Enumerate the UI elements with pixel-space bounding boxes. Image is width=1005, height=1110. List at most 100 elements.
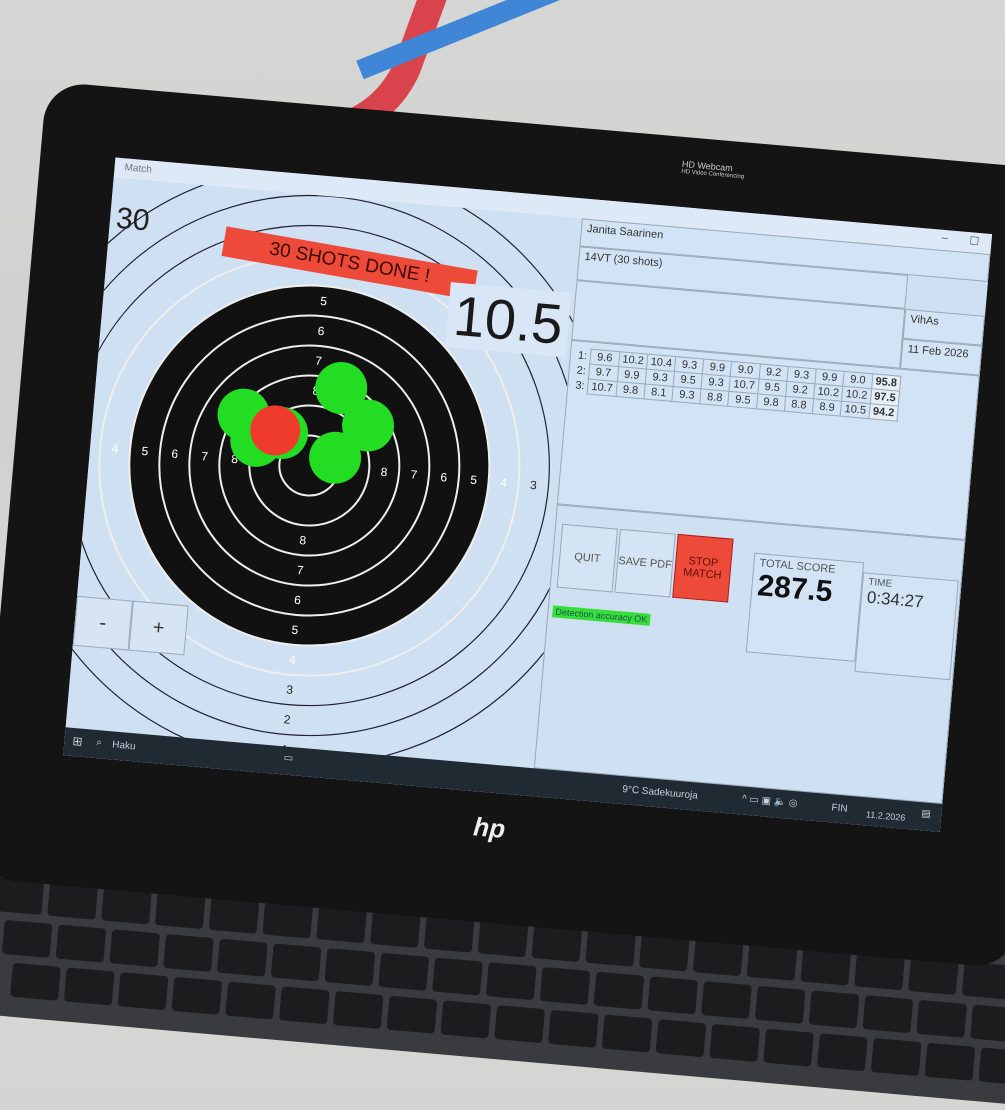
target-ring bbox=[188, 344, 431, 587]
webcam-label: HD Webcam HD Video Conferencing bbox=[681, 159, 745, 180]
ring-number: 7 bbox=[296, 563, 304, 578]
target-ring bbox=[128, 284, 491, 647]
keyboard-key bbox=[171, 976, 223, 1015]
shot-hole bbox=[315, 362, 368, 415]
keyboard-key bbox=[701, 981, 752, 1020]
keyboard-key bbox=[970, 1004, 1005, 1043]
total-score-box: TOTAL SCORE 287.5 bbox=[745, 552, 865, 662]
total-score-value: 287.5 bbox=[756, 569, 834, 609]
ring-number: 8 bbox=[231, 452, 239, 467]
keyboard-key bbox=[808, 990, 860, 1029]
keyboard-key bbox=[279, 986, 330, 1025]
target-view[interactable]: 1112223334445555666677778888 30 30 SHOTS… bbox=[63, 164, 610, 769]
shot-score: 10.5 bbox=[840, 401, 871, 419]
ring-number: 8 bbox=[380, 465, 388, 480]
time-box: TIME 0:34:27 bbox=[854, 572, 959, 681]
quit-button[interactable]: QUIT bbox=[556, 523, 619, 593]
keyboard-key bbox=[378, 952, 430, 991]
taskbar-search[interactable]: Haku bbox=[111, 739, 136, 753]
screen: Match – ☐ 1112223334445555666677778888 3… bbox=[63, 157, 993, 832]
keyboard-key bbox=[916, 999, 968, 1038]
ring-number: 5 bbox=[291, 623, 299, 638]
keyboard-key bbox=[763, 1028, 814, 1067]
ring-number: 2 bbox=[283, 712, 291, 727]
shot-score: 9.8 bbox=[615, 381, 646, 399]
keyboard-key bbox=[1, 919, 53, 958]
maximize-button[interactable]: ☐ bbox=[968, 235, 980, 249]
ring-number: 4 bbox=[288, 653, 296, 668]
last-shot-hole bbox=[250, 405, 301, 456]
zoom-out-button[interactable]: - bbox=[72, 595, 133, 651]
keyboard-key bbox=[593, 971, 645, 1010]
shot-score: 9.3 bbox=[672, 386, 702, 404]
save-pdf-button[interactable]: SAVE PDF bbox=[614, 528, 676, 598]
shot-score: 8.9 bbox=[812, 398, 842, 417]
keyboard-key bbox=[494, 1005, 545, 1044]
keyboard-key bbox=[862, 995, 914, 1034]
shot-score: 10.7 bbox=[587, 379, 617, 397]
shot-counter: 30 bbox=[114, 201, 151, 238]
ring-number: 6 bbox=[294, 593, 302, 608]
keyboard-key bbox=[870, 1038, 922, 1077]
keyboard-key bbox=[647, 976, 699, 1015]
ring-number: 3 bbox=[286, 682, 294, 697]
ring-number: 7 bbox=[410, 467, 418, 482]
series-label: 3: bbox=[574, 379, 586, 393]
score-panel: Janita Saarinen 14VT (30 shots) VihAs 11… bbox=[533, 218, 991, 804]
tray-icons[interactable]: ^ ▭ ▣ 🔈 ◎ bbox=[741, 793, 799, 810]
clock-date[interactable]: 11.2.2026 bbox=[865, 809, 906, 823]
laptop: HD Webcam HD Video Conferencing hp Match… bbox=[0, 81, 1005, 969]
keyboard-key bbox=[324, 948, 376, 987]
target-ring bbox=[218, 374, 401, 557]
keyboard-key bbox=[924, 1042, 976, 1081]
keyboard-key bbox=[655, 1019, 707, 1058]
ring-number: 6 bbox=[317, 324, 325, 339]
keyboard-key bbox=[816, 1033, 868, 1072]
windows-start-icon[interactable]: ⊞ bbox=[71, 733, 84, 749]
ring-number: 8 bbox=[299, 533, 307, 548]
shot-hole bbox=[309, 431, 362, 484]
ring-number: 5 bbox=[320, 294, 328, 309]
minimize-button[interactable]: – bbox=[941, 231, 949, 245]
keyboard-key bbox=[63, 967, 115, 1006]
last-shot-score: 10.5 bbox=[445, 282, 572, 358]
hp-logo: hp bbox=[472, 811, 507, 844]
language[interactable]: FIN bbox=[831, 802, 849, 815]
weather[interactable]: 9°C Sadekuuroja bbox=[621, 784, 699, 802]
shot-score: 9.8 bbox=[756, 393, 786, 412]
keyboard-key bbox=[163, 933, 214, 973]
window-title: Match bbox=[124, 162, 153, 176]
ring-number: 4 bbox=[111, 441, 119, 456]
keyboard-key bbox=[432, 957, 483, 996]
keyboard-key bbox=[117, 972, 169, 1011]
ring-number: 6 bbox=[440, 470, 448, 485]
ring-number: 7 bbox=[201, 449, 209, 464]
zoom-in-button[interactable]: + bbox=[128, 600, 189, 656]
ring-number: 3 bbox=[81, 439, 89, 454]
keyboard-key bbox=[109, 929, 161, 968]
ring-number: 4 bbox=[500, 475, 508, 490]
keyboard-key bbox=[225, 981, 276, 1020]
stop-match-button[interactable]: STOP MATCH bbox=[672, 533, 734, 603]
keyboard-key bbox=[547, 1009, 599, 1048]
ring-number: 7 bbox=[315, 354, 323, 369]
keyboard-key bbox=[386, 995, 438, 1034]
series-label: 2: bbox=[576, 364, 587, 378]
keyboard-key bbox=[961, 961, 1005, 1000]
series-total: 94.2 bbox=[868, 403, 899, 422]
search-icon[interactable]: ⌕ bbox=[95, 737, 103, 749]
keyboard-key bbox=[10, 962, 61, 1001]
keyboard-key bbox=[55, 924, 107, 963]
controls-box: QUIT SAVE PDF STOP MATCH TOTAL SCORE 287… bbox=[533, 504, 966, 804]
keyboard-key bbox=[539, 966, 591, 1005]
notification-icon[interactable]: ▤ bbox=[920, 808, 932, 821]
keyboard-key bbox=[601, 1014, 653, 1053]
ring-number: 6 bbox=[171, 447, 179, 462]
target-black bbox=[129, 285, 490, 646]
task-view-icon[interactable]: ▭ bbox=[283, 752, 294, 765]
keyboard-key bbox=[709, 1023, 761, 1062]
series-label: 1: bbox=[577, 349, 588, 363]
keyboard-key bbox=[978, 1047, 1005, 1086]
shot-hole bbox=[342, 399, 395, 452]
ring-number: 3 bbox=[530, 478, 538, 493]
